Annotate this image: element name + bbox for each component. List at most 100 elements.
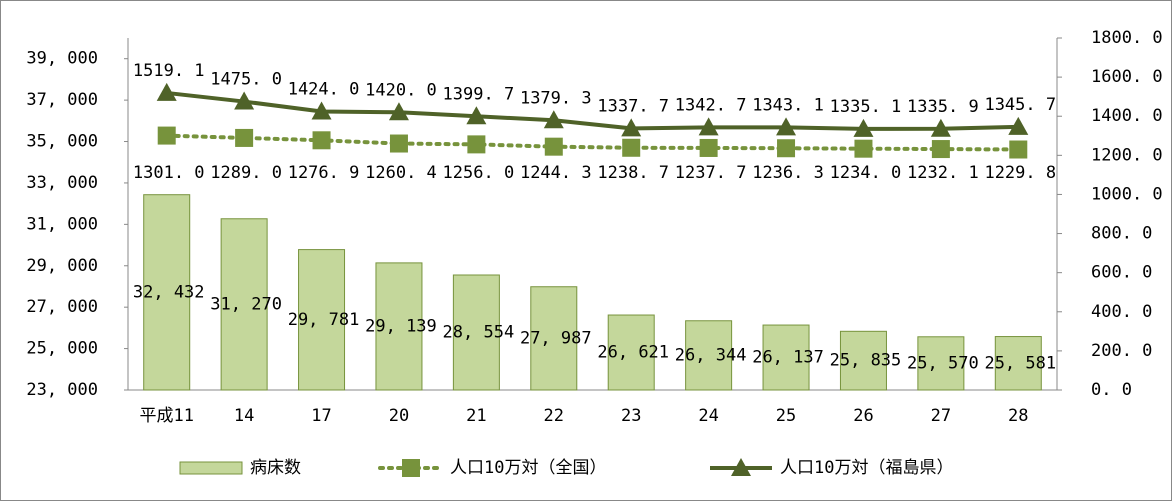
- marker: [930, 118, 951, 137]
- x-tick-label: 24: [698, 406, 718, 426]
- legend-marker: [402, 459, 420, 477]
- marker: [1008, 116, 1029, 135]
- bar-value-label: 29, 781: [288, 310, 360, 330]
- marker: [777, 139, 796, 158]
- y2-tick-label: 800. 0: [1091, 224, 1152, 244]
- marker: [235, 128, 254, 147]
- x-tick-label: 25: [776, 406, 796, 426]
- bar-value-label: 26, 344: [675, 345, 747, 365]
- y-tick-label: 31, 000: [26, 214, 98, 234]
- line-value-label: 1337. 7: [597, 96, 669, 116]
- marker: [699, 138, 718, 157]
- line-value-label: 1335. 9: [907, 97, 979, 117]
- legend-swatch: [179, 461, 243, 475]
- y2-tick-label: 1400. 0: [1091, 106, 1163, 126]
- bar: [220, 218, 268, 391]
- legend-label: 人口10万対（福島県）: [780, 458, 953, 478]
- marker: [388, 102, 409, 121]
- line-value-label: 1343. 1: [752, 95, 824, 115]
- y2-tick-label: 0. 0: [1091, 380, 1132, 400]
- x-tick-label: 21: [466, 406, 486, 426]
- marker: [853, 118, 874, 137]
- x-tick-label: 22: [544, 406, 564, 426]
- bar-value-label: 25, 581: [984, 353, 1056, 373]
- marker: [622, 138, 641, 157]
- line: [166, 90, 1019, 131]
- bar-value-label: 29, 139: [365, 316, 437, 336]
- x-tick-label: 14: [234, 406, 254, 426]
- legend-label: 病床数: [250, 458, 301, 478]
- bar: [298, 249, 346, 391]
- x-tick-label: 平成11: [139, 406, 193, 426]
- y2-tick-label: 1200. 0: [1091, 145, 1163, 165]
- bar-value-label: 31, 270: [210, 294, 282, 314]
- line-value-label: 1519. 1: [133, 61, 205, 81]
- line-value-label: 1232. 1: [907, 163, 979, 183]
- y-tick-label: 39, 000: [26, 49, 98, 69]
- y-tick-label: 27, 000: [26, 297, 98, 317]
- marker: [854, 139, 873, 158]
- x-tick-label: 20: [389, 406, 409, 426]
- line-value-label: 1379. 3: [520, 88, 592, 108]
- marker: [467, 135, 486, 154]
- bar: [375, 262, 423, 391]
- marker: [776, 117, 797, 136]
- marker: [157, 126, 176, 145]
- line-value-label: 1342. 7: [675, 95, 747, 115]
- line-value-label: 1234. 0: [830, 163, 902, 183]
- x-tick-label: 26: [853, 406, 873, 426]
- line-value-label: 1237. 7: [675, 163, 747, 183]
- line-value-label: 1345. 7: [984, 95, 1056, 115]
- marker: [1009, 140, 1028, 159]
- line-value-label: 1335. 1: [830, 97, 902, 117]
- line-value-label: 1256. 0: [443, 163, 515, 183]
- line: [164, 133, 1021, 152]
- y-tick-label: 33, 000: [26, 173, 98, 193]
- legend-label: 人口10万対（全国）: [450, 458, 606, 478]
- y2-tick-label: 400. 0: [1091, 302, 1152, 322]
- y2-tick-label: 600. 0: [1091, 263, 1152, 283]
- bar: [762, 324, 810, 391]
- marker: [621, 118, 642, 137]
- marker: [389, 134, 408, 153]
- bar-value-label: 28, 554: [443, 322, 515, 342]
- line-value-label: 1238. 7: [597, 163, 669, 183]
- line-value-label: 1475. 0: [210, 70, 282, 90]
- bar: [685, 320, 733, 391]
- line-value-label: 1260. 4: [365, 163, 437, 183]
- line-value-label: 1244. 3: [520, 163, 592, 183]
- bar: [530, 286, 578, 391]
- y-tick-label: 25, 000: [26, 339, 98, 359]
- bar-value-label: 27, 987: [520, 328, 592, 348]
- y-tick-label: 23, 000: [26, 380, 98, 400]
- line-value-label: 1420. 0: [365, 80, 437, 100]
- bar: [143, 194, 191, 391]
- line-value-label: 1289. 0: [210, 163, 282, 183]
- marker: [234, 91, 255, 110]
- marker: [544, 137, 563, 156]
- line-value-label: 1301. 0: [133, 163, 205, 183]
- bar-value-label: 25, 570: [907, 353, 979, 373]
- bar: [839, 330, 887, 391]
- y-tick-label: 35, 000: [26, 132, 98, 152]
- line-value-label: 1424. 0: [288, 80, 360, 100]
- bar: [917, 336, 965, 391]
- line-value-label: 1236. 3: [752, 163, 824, 183]
- marker: [312, 131, 331, 150]
- bar: [994, 336, 1042, 391]
- x-tick-label: 23: [621, 406, 641, 426]
- y-tick-label: 29, 000: [26, 256, 98, 276]
- bar-value-label: 32, 432: [133, 282, 205, 302]
- y2-tick-label: 1800. 0: [1091, 28, 1163, 48]
- y2-tick-label: 1600. 0: [1091, 67, 1163, 87]
- bar-value-label: 25, 835: [830, 351, 902, 371]
- bar: [452, 274, 500, 391]
- y2-tick-label: 1000. 0: [1091, 184, 1163, 204]
- marker: [311, 101, 332, 120]
- marker: [698, 117, 719, 136]
- legend-marker: [731, 458, 751, 476]
- marker: [543, 110, 564, 129]
- bar-value-label: 26, 621: [597, 343, 669, 363]
